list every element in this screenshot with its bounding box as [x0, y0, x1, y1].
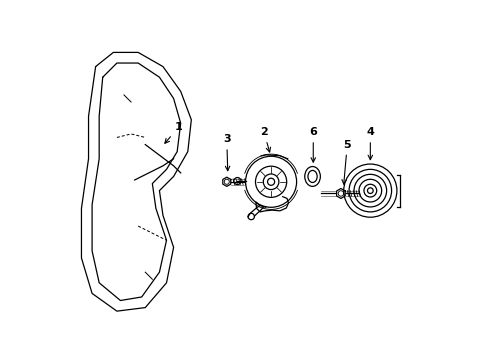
Text: 3: 3 — [223, 134, 230, 171]
Text: 1: 1 — [164, 122, 183, 143]
Text: 6: 6 — [309, 127, 317, 162]
Text: 5: 5 — [341, 140, 350, 184]
Text: 4: 4 — [366, 127, 373, 160]
Text: 2: 2 — [260, 127, 270, 152]
